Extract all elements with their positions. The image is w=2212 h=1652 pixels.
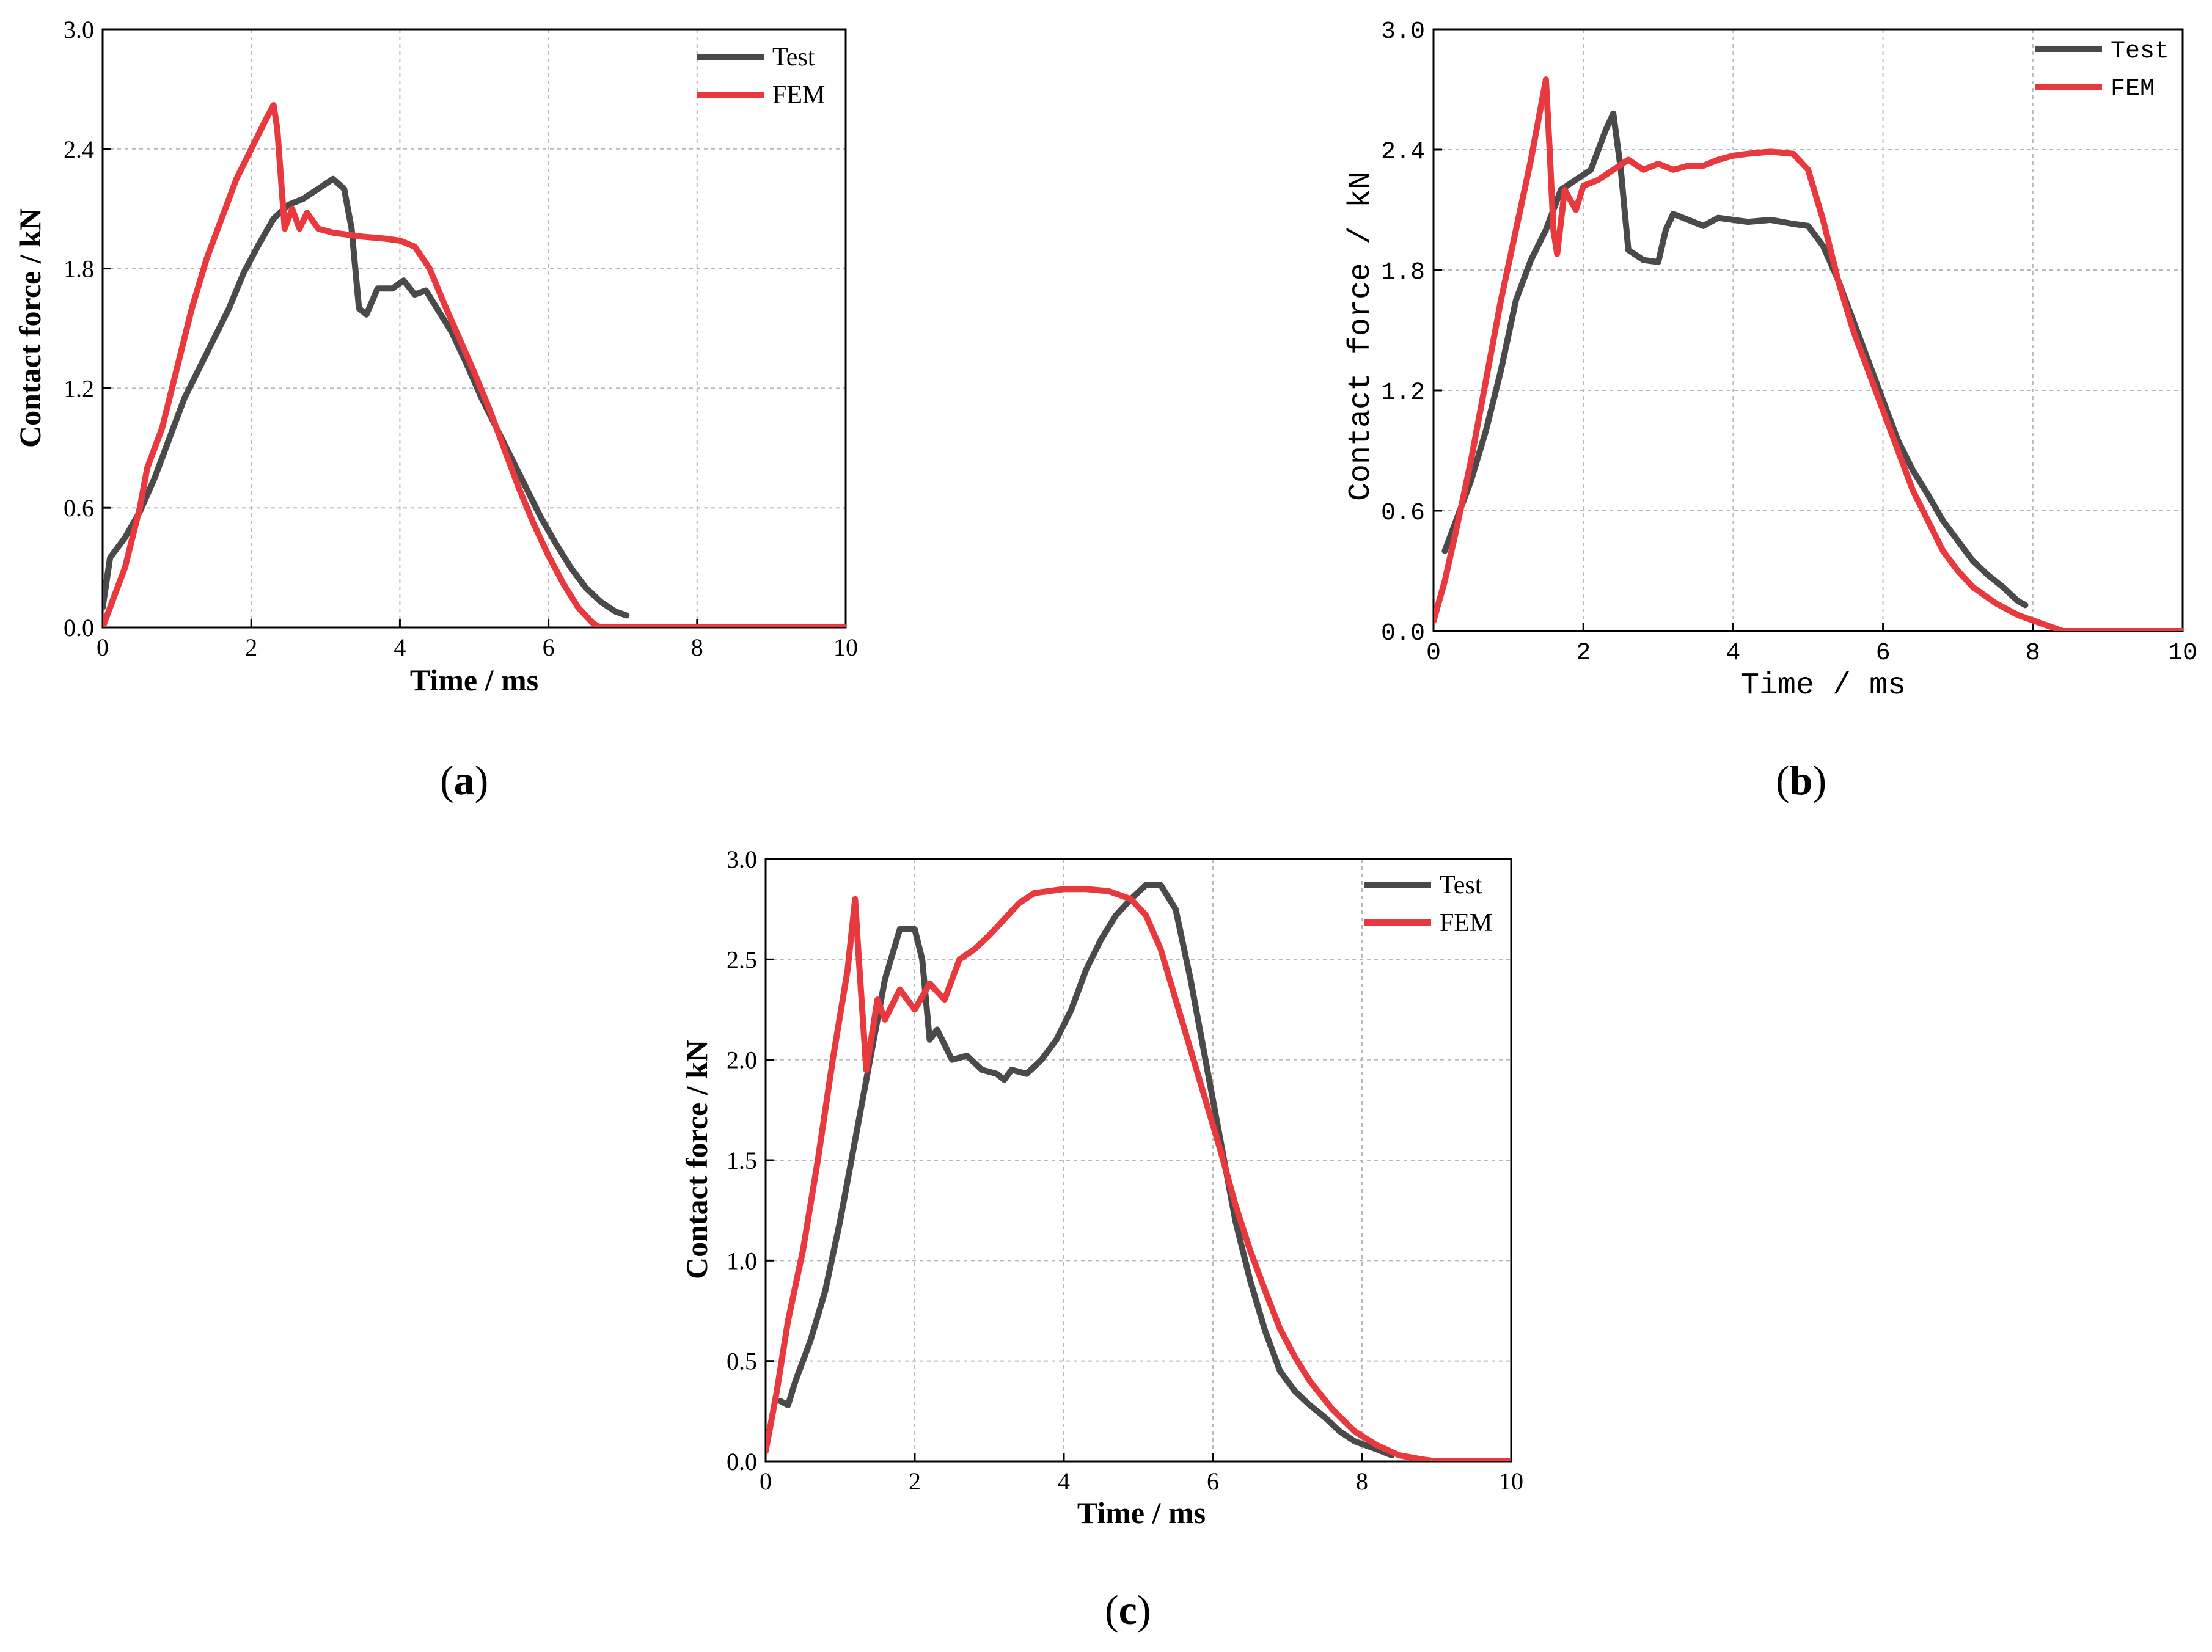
series-line-fem xyxy=(766,886,1511,1461)
series-line-fem xyxy=(103,102,846,627)
series-line-test xyxy=(777,882,1395,1459)
x-tick-label: 6 xyxy=(1207,1467,1219,1495)
panel-caption: (a) xyxy=(440,757,488,803)
x-tick-label: 2 xyxy=(245,634,257,661)
y-tick-label: 1.0 xyxy=(727,1247,757,1274)
panel-b: 0 2 4 6 8 10 0.0 0.6 1.2 1.8 2.4 3.0 Time / ms Contac… xyxy=(1344,18,2197,803)
x-tick-label: 4 xyxy=(1058,1467,1070,1495)
y-tick-label: 2.5 xyxy=(727,946,757,973)
x-tick-label: 6 xyxy=(543,634,555,661)
x-tick-label: 10 xyxy=(2168,640,2197,667)
legend-label-fem: FEM xyxy=(1440,909,1492,937)
panel-c: 0 2 4 6 8 10 0.0 0.5 1.0 1.5 2.0 2.5 3.0 Time / ms Con… xyxy=(679,846,1523,1633)
x-tick-label: 8 xyxy=(2026,640,2040,667)
y-tick-label: 1.8 xyxy=(1381,259,1425,287)
x-tick-label: 10 xyxy=(833,634,858,661)
y-tick-label: 0.5 xyxy=(727,1348,757,1375)
legend: Test FEM xyxy=(1364,871,1492,937)
y-tick-label: 1.2 xyxy=(1381,379,1425,407)
panel-caption: (b) xyxy=(1776,757,1826,803)
y-tick-label: 2.4 xyxy=(64,136,94,163)
series-line-test xyxy=(103,175,630,619)
x-axis-label: Time / ms xyxy=(1741,668,1906,703)
x-tick-label: 0 xyxy=(97,634,109,661)
series-line-test xyxy=(1441,110,2029,609)
x-tick-label: 2 xyxy=(1576,640,1591,667)
x-tick-label: 8 xyxy=(691,634,703,661)
legend-label-fem: FEM xyxy=(772,81,825,109)
x-tick-label: 2 xyxy=(909,1467,921,1495)
x-tick-label: 6 xyxy=(1876,640,1891,667)
y-tick-label: 1.5 xyxy=(727,1147,757,1174)
legend-label-test: Test xyxy=(772,43,815,71)
series-group xyxy=(103,102,846,627)
y-tick-label: 1.8 xyxy=(64,255,94,283)
y-axis-label: Contact force / kN xyxy=(13,208,47,448)
y-tick-label: 0.0 xyxy=(1381,620,1425,648)
y-tick-label: 3.0 xyxy=(64,16,94,43)
plot-frame xyxy=(1432,28,2184,632)
y-axis-label: Contact force / kN xyxy=(1344,171,1379,501)
legend-label-test: Test xyxy=(1440,871,1482,899)
x-tick-label: 4 xyxy=(394,634,406,661)
y-tick-label: 1.2 xyxy=(64,375,94,402)
legend-label-fem: FEM xyxy=(2111,76,2155,103)
series-group xyxy=(1434,76,2183,631)
y-tick-label: 2.0 xyxy=(727,1047,757,1074)
x-tick-label: 0 xyxy=(760,1467,772,1495)
legend: Test FEM xyxy=(2035,38,2169,103)
y-tick-label: 3.0 xyxy=(727,846,757,873)
x-axis-label: Time / ms xyxy=(1077,1496,1206,1530)
y-tick-label: 0.6 xyxy=(64,494,94,522)
x-tick-label: 8 xyxy=(1356,1467,1368,1495)
x-tick-label: 10 xyxy=(1499,1467,1523,1495)
series-group xyxy=(766,882,1511,1461)
x-tick-label: 4 xyxy=(1726,640,1740,667)
panel-caption: (c) xyxy=(1105,1587,1151,1633)
y-tick-label: 2.4 xyxy=(1381,139,1425,166)
x-axis-label: Time / ms xyxy=(410,663,538,697)
panel-a: 0 2 4 6 8 10 0.0 0.6 1.2 1.8 2.4 3.0 Time / ms Contac… xyxy=(13,16,858,803)
y-tick-label: 0.6 xyxy=(1381,500,1425,527)
y-axis-label: Contact force / kN xyxy=(679,1040,714,1279)
x-tick-label: 0 xyxy=(1426,640,1441,667)
series-line-fem xyxy=(1434,76,2183,631)
legend-label-test: Test xyxy=(2111,38,2169,65)
plot-frame xyxy=(101,28,847,629)
y-tick-label: 3.0 xyxy=(1381,18,1425,46)
legend: Test FEM xyxy=(697,43,825,109)
y-tick-label: 0.0 xyxy=(64,614,94,641)
y-tick-label: 0.0 xyxy=(727,1448,757,1475)
